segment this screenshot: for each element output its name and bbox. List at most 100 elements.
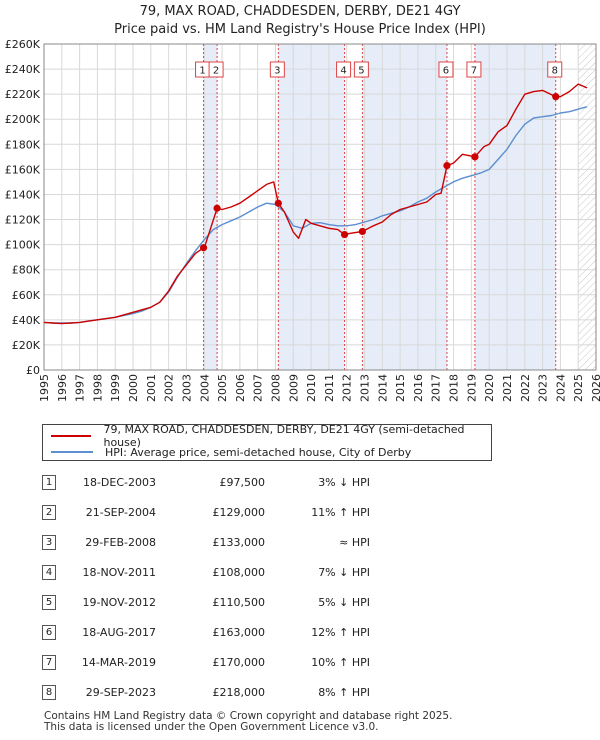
row-price: £108,000: [212, 566, 266, 579]
x-tick-label: 2020: [483, 374, 496, 402]
legend-item-hpi: HPI: Average price, semi-detached house,…: [51, 445, 411, 459]
x-tick-label: 2006: [234, 374, 247, 402]
sale-label-box: [336, 61, 352, 78]
row-number-badge: 2: [42, 505, 56, 520]
sale-point: [358, 227, 366, 236]
sale-point: [443, 162, 451, 170]
x-tick-label: 2019: [465, 374, 478, 402]
x-tick-label: 2015: [394, 374, 407, 402]
x-tick-label: 1995: [38, 374, 51, 402]
row-hpi-relation: 8% ↑ HPI: [318, 686, 370, 699]
table-row: 1 18-DEC-2003 £97,500 3% ↓ HPI: [0, 475, 600, 493]
chart-subtitle: Price paid vs. HM Land Registry's House …: [114, 22, 486, 37]
legend-item-property: 79, MAX ROAD, CHADDESDEN, DERBY, DE21 4G…: [51, 423, 491, 449]
table-row: 2 21-SEP-2004 £129,000 11% ↑ HPI: [0, 505, 600, 523]
x-tick-label: 2026: [590, 374, 600, 402]
sale-point: [199, 244, 208, 252]
property-price-line: [43, 83, 588, 325]
row-price: £133,000: [212, 536, 266, 549]
hpi-line: [43, 106, 588, 324]
y-tick-label: £180K: [5, 138, 41, 151]
y-tick-label: £240K: [5, 63, 41, 76]
row-price: £97,500: [219, 476, 266, 489]
sale-label-number: 6: [443, 66, 449, 77]
y-tick-label: £0: [26, 364, 40, 377]
row-hpi-relation: ≈ HPI: [339, 536, 370, 549]
row-hpi-relation: 11% ↑ HPI: [311, 506, 370, 519]
sale-label-box: [353, 61, 369, 78]
row-date: 29-SEP-2023: [85, 686, 156, 699]
x-tick-label: 2024: [554, 374, 567, 402]
chart-legend: 79, MAX ROAD, CHADDESDEN, DERBY, DE21 4G…: [42, 423, 492, 461]
x-tick-label: 2008: [269, 374, 282, 402]
x-tick-label: 2016: [412, 374, 425, 402]
y-tick-label: £160K: [5, 163, 41, 176]
forecast-region: [578, 44, 596, 370]
y-tick-label: £20K: [12, 339, 41, 352]
legend-label-property: 79, MAX ROAD, CHADDESDEN, DERBY, DE21 4G…: [103, 423, 465, 449]
x-tick-label: 2023: [537, 374, 550, 402]
x-tick-label: 2000: [127, 374, 140, 402]
x-tick-label: 2012: [341, 374, 354, 402]
x-tick-label: 2018: [448, 374, 461, 402]
row-number-badge: 1: [42, 475, 56, 490]
x-tick-label: 2004: [198, 374, 211, 402]
row-price: £170,000: [212, 656, 266, 669]
row-hpi-relation: 12% ↑ HPI: [311, 626, 370, 639]
row-date: 21-SEP-2004: [85, 506, 156, 519]
sale-label-box: [208, 61, 224, 78]
x-tick-label: 2009: [287, 374, 300, 402]
row-number-badge: 3: [42, 535, 56, 550]
row-date: 14-MAR-2019: [81, 656, 156, 669]
sale-label-number: 1: [199, 66, 205, 77]
row-number-badge: 8: [42, 685, 56, 700]
y-tick-label: £80K: [12, 264, 41, 277]
ownership-period-shade: [474, 44, 556, 370]
attribution-footer: Contains HM Land Registry data © Crown c…: [44, 711, 452, 733]
row-hpi-relation: 3% ↓ HPI: [318, 476, 370, 489]
row-price: £218,000: [212, 686, 266, 699]
table-row: 3 29-FEB-2008 £133,000 ≈ HPI: [0, 535, 600, 553]
x-tick-label: 2014: [376, 374, 389, 402]
sale-point: [340, 230, 349, 239]
table-row: 5 19-NOV-2012 £110,500 5% ↓ HPI: [0, 595, 600, 613]
sale-label-box: [466, 61, 482, 78]
x-tick-label: 2003: [180, 374, 193, 402]
sale-label-number: 2: [213, 66, 219, 77]
x-tick-label: 1998: [91, 374, 104, 402]
row-number-badge: 4: [42, 565, 56, 580]
row-date: 29-FEB-2008: [85, 536, 156, 549]
sale-label-box: [547, 61, 563, 78]
table-row: 7 14-MAR-2019 £170,000 10% ↑ HPI: [0, 655, 600, 673]
price-chart: 79, MAX ROAD, CHADDESDEN, DERBY, DE21 4G…: [5, 4, 600, 402]
y-tick-label: £100K: [5, 239, 41, 252]
sale-label-box: [269, 61, 285, 78]
sale-label-number: 4: [340, 66, 346, 77]
sale-label-box: [438, 61, 454, 78]
y-tick-label: £260K: [5, 38, 41, 51]
y-tick-label: £220K: [5, 88, 41, 101]
table-row: 6 18-AUG-2017 £163,000 12% ↑ HPI: [0, 625, 600, 643]
legend-swatch-property: [51, 435, 92, 437]
x-tick-label: 1996: [56, 374, 69, 402]
row-price: £163,000: [212, 626, 266, 639]
x-tick-label: 2022: [519, 374, 532, 402]
x-tick-label: 2002: [163, 374, 176, 402]
row-date: 19-NOV-2012: [82, 596, 156, 609]
table-row: 8 29-SEP-2023 £218,000 8% ↑ HPI: [0, 685, 600, 703]
x-tick-label: 2025: [572, 374, 585, 402]
sale-point: [552, 93, 560, 101]
legend-swatch-hpi: [51, 451, 93, 453]
x-tick-label: 2010: [305, 374, 318, 402]
sale-label-number: 8: [552, 66, 558, 77]
plot-border: [43, 43, 597, 371]
x-tick-label: 1999: [109, 374, 122, 402]
row-date: 18-AUG-2017: [82, 626, 156, 639]
chart-title: 79, MAX ROAD, CHADDESDEN, DERBY, DE21 4G…: [140, 4, 461, 19]
row-number-badge: 5: [42, 595, 56, 610]
x-tick-label: 2013: [359, 374, 372, 402]
x-tick-label: 2021: [501, 374, 514, 402]
row-number-badge: 6: [42, 625, 56, 640]
sale-label-number: 7: [471, 66, 477, 77]
x-tick-label: 2005: [216, 374, 229, 402]
